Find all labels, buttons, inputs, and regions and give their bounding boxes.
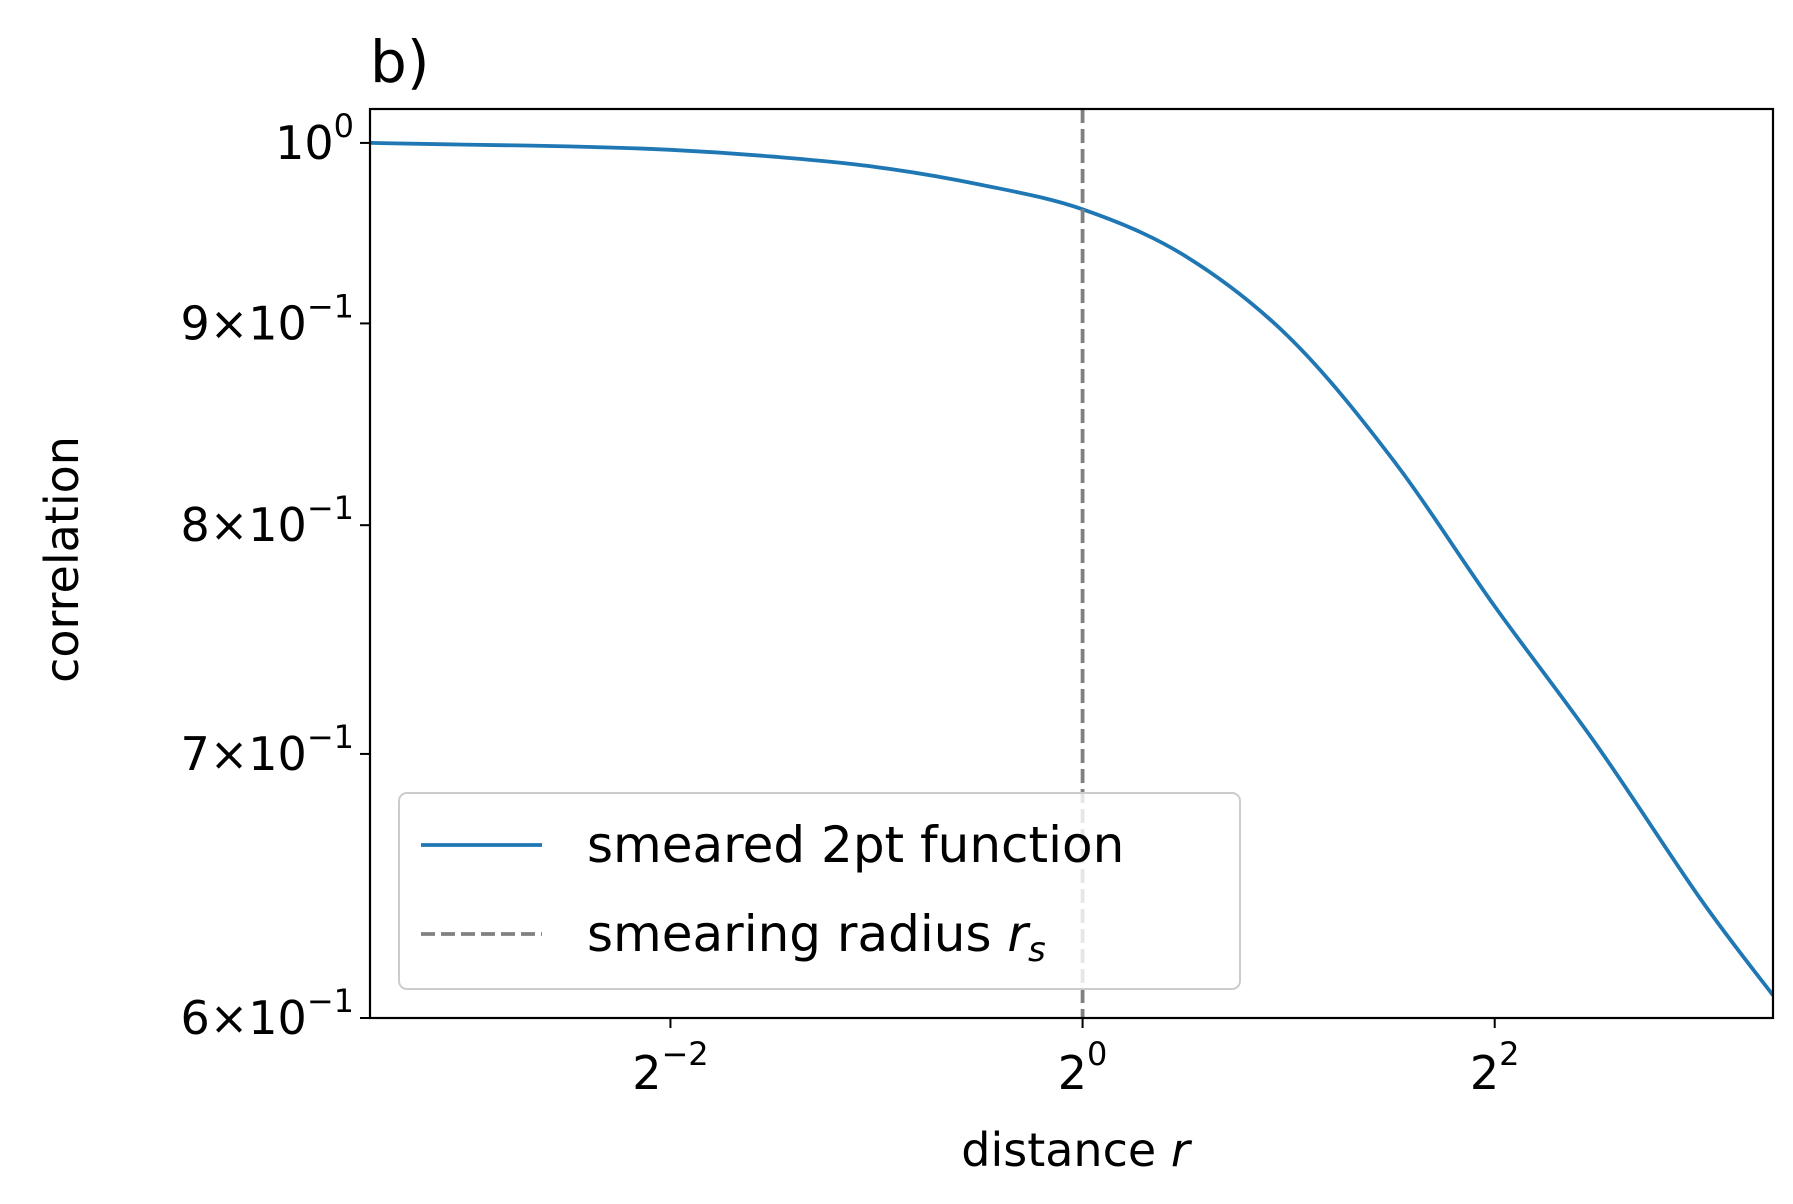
legend: smeared 2pt function smearing radius rs xyxy=(398,792,1241,990)
series-line-0 xyxy=(370,141,1773,997)
plot-area xyxy=(370,109,1773,1018)
x-tick-label: 20 xyxy=(1058,1035,1108,1100)
y-tick-label: 9×10−1 xyxy=(180,287,354,350)
legend-label-1: smearing radius rs xyxy=(587,905,1046,970)
axis-ticks: 2−2 20 22 100 9×10−1 8×10−1 7×10−1 6×10−1 xyxy=(180,107,1519,1100)
y-tick-label: 6×10−1 xyxy=(180,982,354,1045)
y-tick-label: 100 xyxy=(275,107,354,170)
y-tick-label: 7×10−1 xyxy=(180,718,354,781)
y-axis-label: correlation xyxy=(35,436,89,683)
legend-box xyxy=(398,792,1241,990)
panel-label: b) xyxy=(370,28,429,96)
legend-label-0: smeared 2pt function xyxy=(587,816,1124,874)
y-tick-label: 8×10−1 xyxy=(180,489,354,552)
x-axis-label: distance r xyxy=(961,1123,1193,1177)
x-tick-label: 2−2 xyxy=(632,1035,708,1100)
x-tick-label: 22 xyxy=(1470,1035,1520,1100)
axes-frame xyxy=(368,107,1775,1020)
